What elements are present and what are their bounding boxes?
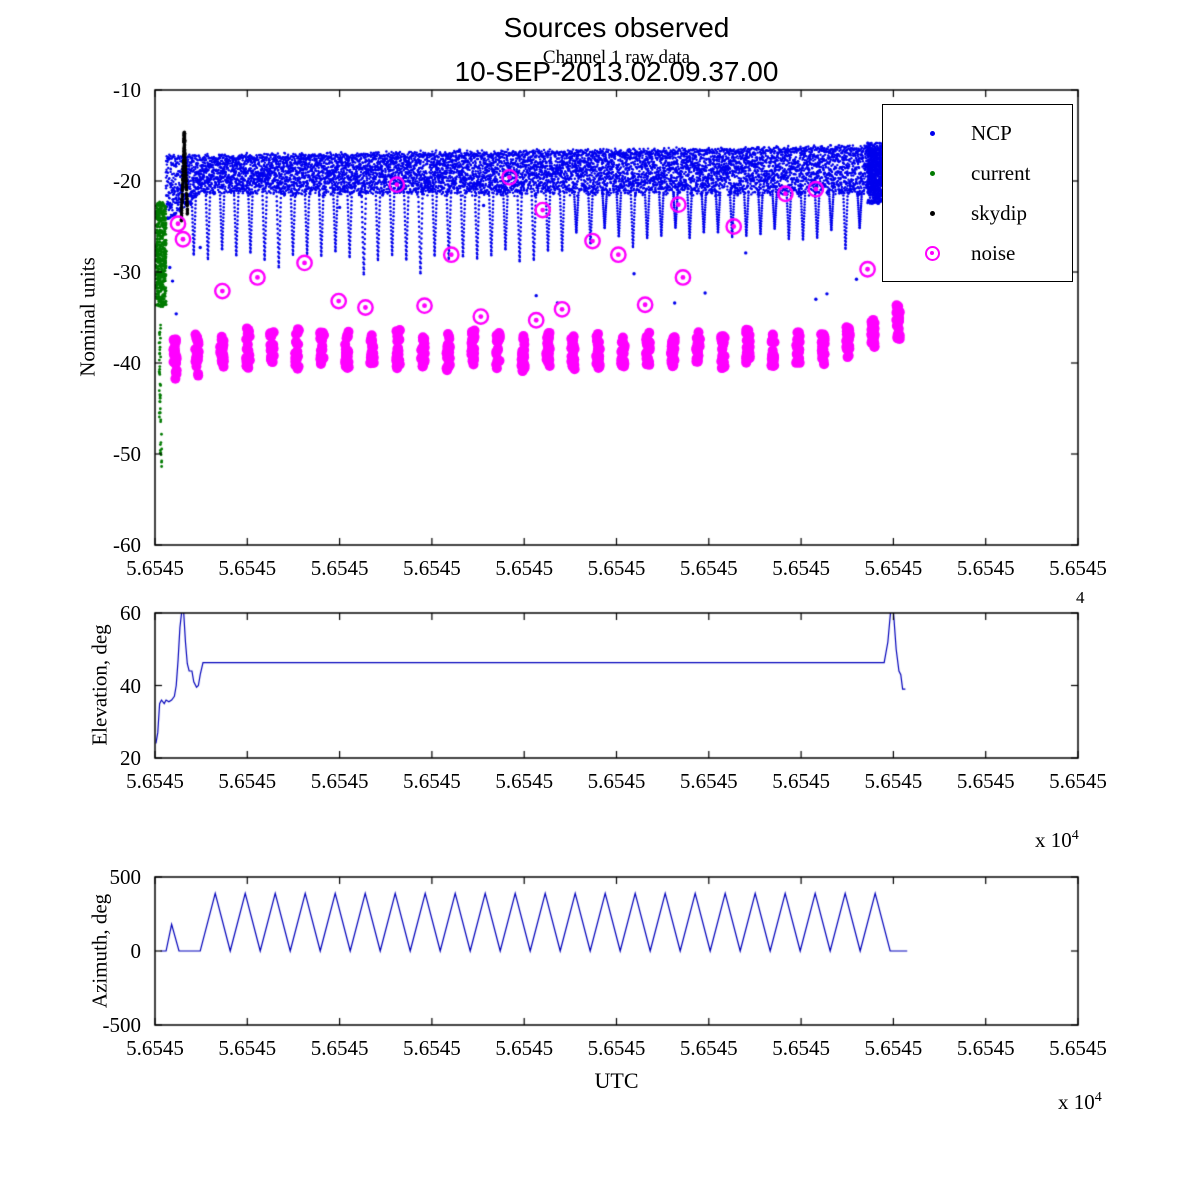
x-tick-label: 5.6545 — [218, 556, 277, 580]
y-tick-label: 60 — [120, 601, 141, 625]
x-tick-label: 5.6545 — [126, 556, 184, 580]
figure-datestamp: 10-SEP-2013.02.09.37.00 — [454, 56, 779, 87]
legend: NCP current skydip noise — [882, 104, 1073, 282]
skydip-point-icon — [923, 204, 941, 222]
x-tick-label: 5.6545 — [864, 769, 923, 793]
y-tick-label: -40 — [113, 351, 141, 375]
x-tick-label: 5.6545 — [495, 1036, 554, 1060]
legend-label-noise: noise — [971, 240, 1016, 265]
x-tick-label: 5.6545 — [772, 556, 830, 580]
exponent-sup: 4 — [1094, 1090, 1102, 1105]
x-tick-label: 5.6545 — [495, 556, 554, 580]
y-tick-label: 500 — [109, 865, 142, 889]
x-tick-label: 5.6545 — [218, 1036, 277, 1060]
x-tick-label: 5.6545 — [679, 769, 738, 793]
legend-label-skydip: skydip — [971, 200, 1028, 225]
figure-subtitle: Channel 1 raw data — [542, 47, 691, 68]
x-tick-label: 5.6545 — [679, 1036, 738, 1060]
x-tick-label: 5.6545 — [772, 1036, 830, 1060]
x-tick-label: 5.6545 — [310, 769, 369, 793]
y-tick-label: -50 — [113, 442, 141, 466]
x-tick-label: 5.6545 — [956, 556, 1015, 580]
xlabel-utc: UTC — [594, 1068, 639, 1093]
x-tick-label: 5.6545 — [126, 1036, 184, 1060]
y-tick-label: 0 — [130, 939, 142, 963]
ncp-point-icon — [923, 124, 941, 142]
x-tick-label: 5.6545 — [310, 1036, 369, 1060]
x-tick-label: 5.6545 — [864, 1036, 923, 1060]
x-tick-label: 5.6545 — [864, 556, 923, 580]
x-tick-label: 5.6545 — [587, 1036, 646, 1060]
legend-item-ncp: NCP — [883, 121, 1072, 146]
legend-label-ncp: NCP — [971, 120, 1012, 145]
x-tick-label: 5.6545 — [403, 769, 461, 793]
exponent-middle: x 104 — [1035, 828, 1079, 853]
figure-title: Sources observed — [503, 12, 730, 43]
x-tick-label: 5.6545 — [1049, 769, 1107, 793]
y-tick-label: -20 — [113, 169, 141, 193]
x-tick-label: 5.6545 — [772, 769, 830, 793]
x-tick-label: 5.6545 — [403, 556, 461, 580]
x-tick-label: 5.6545 — [587, 556, 646, 580]
x-tick-label: 5.6545 — [1049, 556, 1107, 580]
y-tick-label: -60 — [113, 533, 141, 557]
legend-item-noise: noise — [883, 241, 1072, 266]
x-tick-label: 5.6545 — [956, 1036, 1015, 1060]
x-tick-label: 5.6545 — [310, 556, 369, 580]
y-tick-label: -500 — [102, 1013, 142, 1037]
x-tick-label: 5.6545 — [403, 1036, 461, 1060]
x-tick-label: 5.6545 — [495, 769, 554, 793]
y-tick-label: 20 — [120, 746, 141, 770]
x-tick-label: 5.6545 — [679, 556, 738, 580]
exponent-prefix: x 10 — [1058, 1090, 1095, 1114]
x-tick-label: 5.6545 — [126, 769, 184, 793]
y-tick-label: -10 — [113, 78, 141, 102]
exponent-top-value: 4 — [1076, 588, 1085, 607]
x-tick-label: 5.6545 — [587, 769, 646, 793]
y-tick-label: -30 — [113, 260, 141, 284]
legend-label-current: current — [971, 160, 1031, 185]
x-tick-label: 5.6545 — [218, 769, 277, 793]
legend-item-current: current — [883, 161, 1072, 186]
exponent-prefix: x 10 — [1035, 828, 1072, 852]
current-point-icon — [923, 164, 941, 182]
noise-circle-icon — [923, 244, 941, 262]
legend-item-skydip: skydip — [883, 201, 1072, 226]
exponent-bottom: x 104 — [1058, 1090, 1102, 1115]
exponent-sup: 4 — [1071, 828, 1079, 843]
exponent-top: 4 — [1076, 588, 1085, 608]
x-tick-label: 5.6545 — [956, 769, 1015, 793]
x-tick-label: 5.6545 — [1049, 1036, 1107, 1060]
y-tick-label: 40 — [120, 673, 141, 698]
